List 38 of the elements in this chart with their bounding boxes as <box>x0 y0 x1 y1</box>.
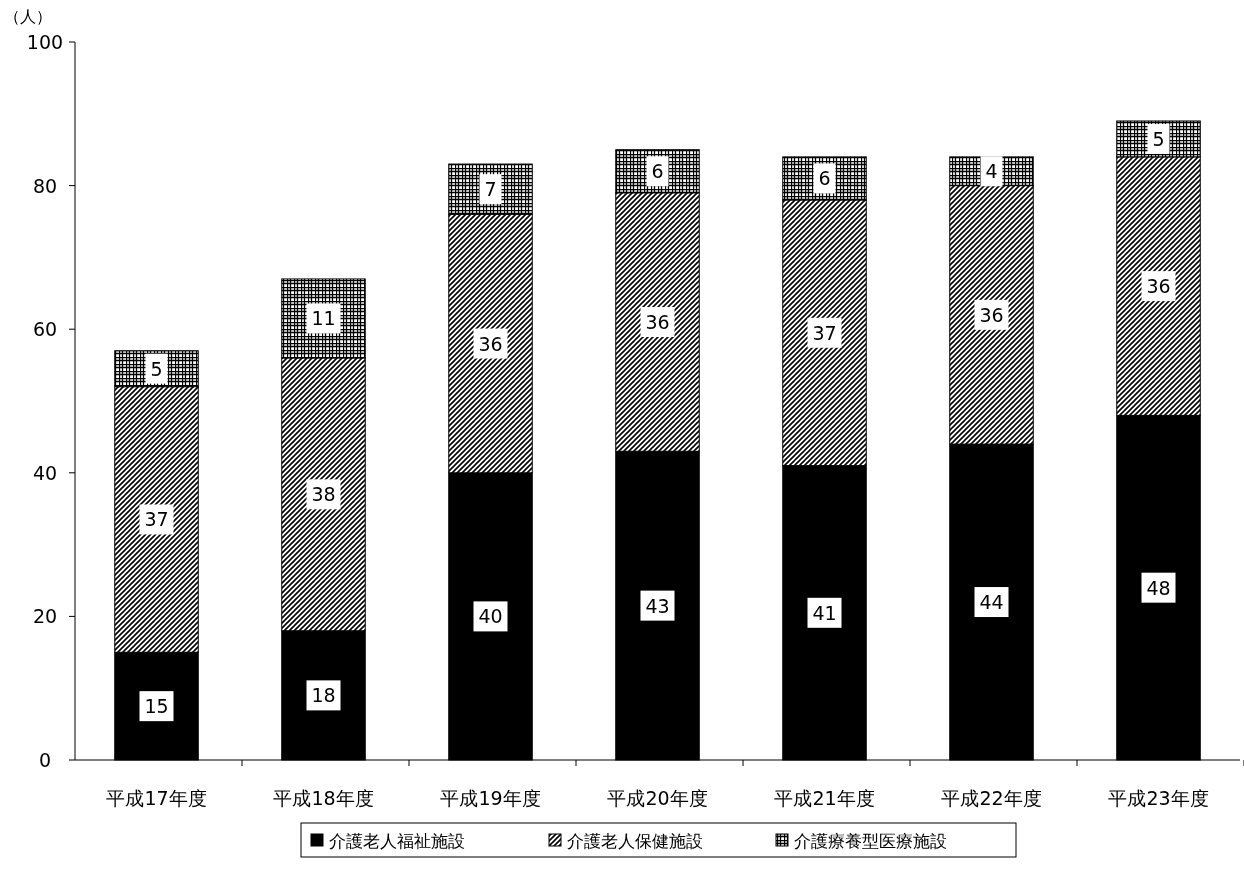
legend-label: 介護老人福祉施設 <box>329 831 465 851</box>
legend-label: 介護療養型医療施設 <box>794 831 947 851</box>
y-axis-title: （人） <box>4 7 52 26</box>
x-tick-label: 平成17年度 <box>106 787 207 809</box>
data-label: 36 <box>645 311 670 334</box>
data-label: 6 <box>651 160 664 183</box>
data-label: 18 <box>311 684 336 707</box>
data-label: 5 <box>1152 127 1165 150</box>
data-label: 43 <box>645 594 670 617</box>
legend-label: 介護老人保健施設 <box>567 831 703 851</box>
y-tick-label: 100 <box>26 31 64 53</box>
x-tick-label: 平成20年度 <box>607 787 708 809</box>
data-label: 40 <box>478 605 503 628</box>
x-tick-label: 平成18年度 <box>273 787 374 809</box>
data-label: 6 <box>818 167 831 190</box>
data-label: 15 <box>144 695 169 718</box>
data-label: 38 <box>311 483 336 506</box>
y-tick-label: 80 <box>32 174 58 197</box>
x-tick-label: 平成19年度 <box>440 787 541 809</box>
data-label: 48 <box>1146 576 1171 599</box>
data-label: 36 <box>979 303 1004 326</box>
y-tick-label: 60 <box>32 318 58 341</box>
x-tick-label: 平成22年度 <box>941 787 1042 809</box>
x-tick-label: 平成21年度 <box>774 787 875 809</box>
data-label: 36 <box>1146 275 1171 298</box>
y-tick-label: 40 <box>32 461 58 484</box>
data-label: 36 <box>478 332 503 355</box>
y-tick-label: 0 <box>38 749 52 771</box>
data-label: 4 <box>985 160 998 183</box>
data-label: 41 <box>812 601 837 624</box>
data-label: 7 <box>484 178 497 201</box>
data-label: 5 <box>150 357 163 380</box>
y-tick-label: 20 <box>32 605 58 628</box>
data-label: 37 <box>144 508 169 531</box>
x-tick-label: 平成23年度 <box>1108 787 1209 809</box>
data-label: 11 <box>311 307 336 330</box>
data-label: 37 <box>812 321 837 344</box>
data-label: 44 <box>979 591 1004 614</box>
